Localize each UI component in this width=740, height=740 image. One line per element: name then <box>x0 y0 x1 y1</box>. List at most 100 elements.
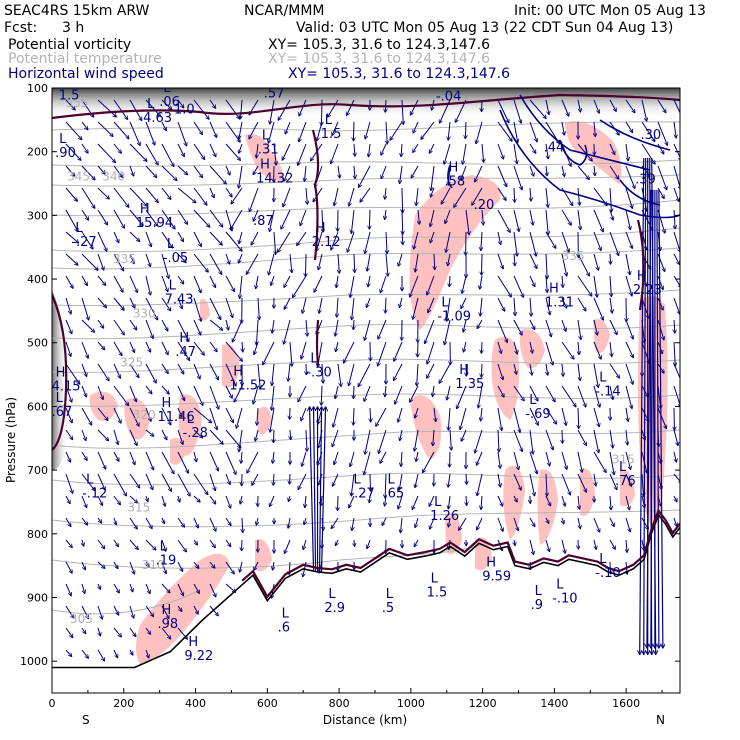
wind-vector <box>177 99 184 108</box>
wind-vector <box>497 363 503 380</box>
wind-vector <box>421 121 435 140</box>
wind-vector <box>545 143 548 159</box>
wind-vector <box>193 583 200 594</box>
wind-vector <box>272 363 275 386</box>
wind-vector <box>145 429 154 436</box>
wind-vector <box>270 407 275 433</box>
wind-vector <box>545 99 549 115</box>
wind-vector <box>81 495 87 508</box>
pv-extremum-value: .9 <box>531 598 543 613</box>
theta-label: 320 <box>133 408 156 422</box>
wind-vector <box>562 429 563 444</box>
x-axis-label: Distance (km) <box>323 713 407 727</box>
wind-vector <box>529 275 535 287</box>
wind-vector <box>129 429 137 446</box>
wind-vector <box>482 253 483 276</box>
wind-vector <box>81 275 88 286</box>
wind-vector <box>65 121 82 140</box>
wind-vector <box>416 187 419 206</box>
wind-vector <box>225 253 230 265</box>
wind-vector <box>561 407 566 426</box>
pv-extremum-value: 1.26 <box>430 509 459 524</box>
theta-label: 305 <box>70 612 93 626</box>
wind-vector <box>161 495 165 507</box>
wind-vector <box>232 319 243 342</box>
wind-vector <box>385 209 386 220</box>
wind-vector <box>430 231 435 243</box>
pv-extremum-marker: H <box>459 363 469 378</box>
wind-vector <box>336 341 339 352</box>
y-tick-label: 500 <box>27 337 48 350</box>
pv-extremum-marker: L <box>431 571 439 586</box>
wind-vector <box>305 495 306 508</box>
wind-vector <box>65 143 81 161</box>
pv-extremum-value: 1.31 <box>545 296 574 311</box>
wind-vector <box>113 121 129 139</box>
wind-vector <box>561 121 564 135</box>
wind-vector <box>513 385 524 401</box>
y-tick-label: 400 <box>27 273 48 286</box>
wind-vector <box>398 407 403 423</box>
wind-vector <box>97 319 104 329</box>
pv-contour-label: .30 <box>641 128 662 143</box>
wind-vector <box>193 451 197 462</box>
wind-vector <box>578 407 579 429</box>
wind-vector <box>593 253 599 271</box>
wind-vector <box>302 297 307 314</box>
wind-vector <box>240 99 242 119</box>
wind-vector <box>209 429 223 445</box>
wind-vector <box>241 451 242 464</box>
wind-vector <box>351 473 355 496</box>
wind-vector <box>577 99 581 112</box>
wind-vector <box>376 407 387 427</box>
wind-vector <box>256 143 258 158</box>
wind-vector <box>417 363 418 386</box>
wind-vector <box>225 165 230 175</box>
wind-vector <box>481 495 482 510</box>
wind-vector <box>625 363 633 385</box>
wind-vector <box>593 385 600 408</box>
wind-vector <box>349 363 355 386</box>
wind-vector <box>193 99 209 120</box>
wind-vector <box>306 429 307 452</box>
wind-vector <box>81 341 88 359</box>
wind-vector <box>81 253 98 271</box>
wind-vector <box>129 165 134 176</box>
wind-vector <box>497 231 501 245</box>
wind-vector <box>418 341 419 357</box>
wind-vector <box>402 231 403 245</box>
wind-vector <box>332 429 339 447</box>
wind-vector <box>415 473 419 488</box>
wind-vector <box>322 363 323 383</box>
south-label: S <box>82 713 90 727</box>
wind-vector <box>530 363 532 376</box>
wind-vector <box>529 451 537 474</box>
wind-vector <box>414 429 419 452</box>
wind-vector <box>390 121 403 141</box>
wind-vector <box>225 407 235 423</box>
wind-vector <box>447 297 451 322</box>
wind-vector <box>578 187 580 206</box>
wind-vector <box>129 297 135 308</box>
wind-vector <box>474 165 483 182</box>
pv-extremum-marker: L <box>556 578 564 593</box>
wind-vector <box>239 165 243 189</box>
wind-vector <box>398 495 403 509</box>
wind-vector <box>145 231 152 247</box>
wind-vector <box>225 517 231 526</box>
wind-vector <box>145 121 155 145</box>
wind-vector <box>625 385 632 409</box>
y-tick-label: 700 <box>27 464 48 477</box>
wind-vector <box>145 187 158 203</box>
wind-vector <box>386 231 387 254</box>
wind-vector <box>97 143 116 163</box>
wind-vector <box>400 517 402 533</box>
wind-vector <box>113 451 120 462</box>
wind-vector <box>65 253 78 265</box>
wind-vector <box>161 561 166 574</box>
wind-vector <box>434 253 435 270</box>
pv-extremum-value: .06 <box>159 95 180 110</box>
wind-vector <box>145 297 159 320</box>
theta-label: 325 <box>120 355 143 369</box>
pv-extremum-marker: H <box>549 282 559 297</box>
